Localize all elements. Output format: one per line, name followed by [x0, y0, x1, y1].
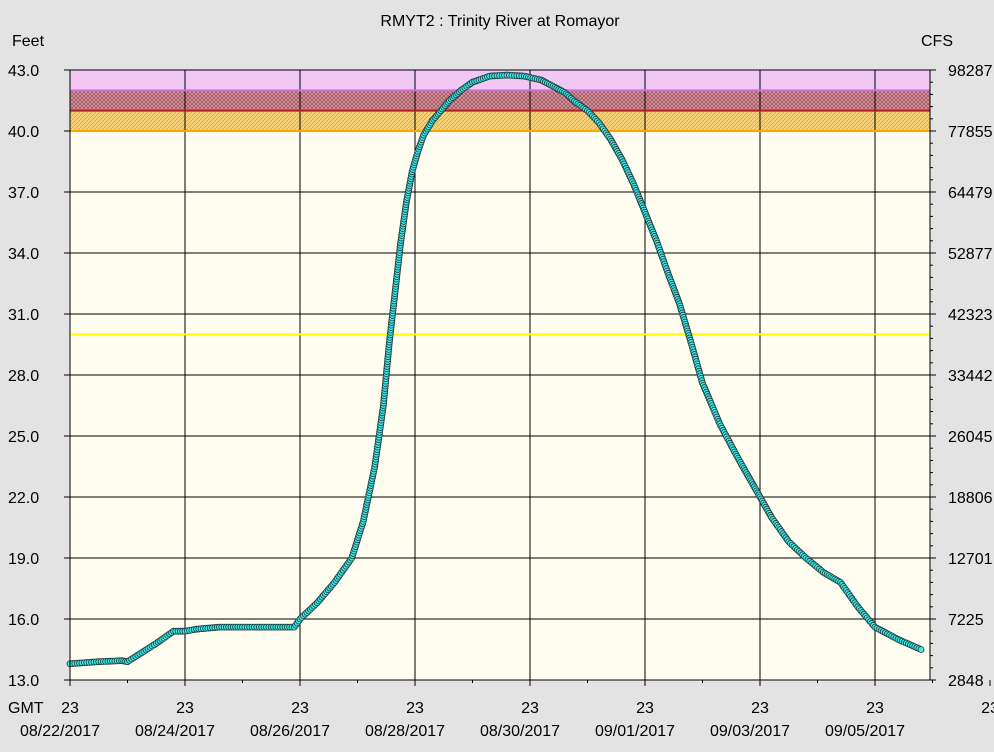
y-tick-label-left: 34.0: [8, 246, 39, 263]
y-tick-label-right: 18806: [948, 490, 993, 507]
chart-title: RMYT2 : Trinity River at Romayor: [380, 13, 620, 30]
x-tick-hour: 23: [866, 700, 884, 717]
x-tick-date: 08/28/2017: [365, 723, 445, 740]
x-tick-date: 09/01/2017: [595, 723, 675, 740]
y-tick-label-right: 26045: [948, 429, 993, 446]
x-tick-date: 08/24/2017: [135, 723, 215, 740]
y-tick-label-right: 98287: [948, 63, 993, 80]
y-tick-label-left: 43.0: [8, 63, 39, 80]
x-tick-hour: 23: [291, 700, 309, 717]
y-tick-label-left: 37.0: [8, 185, 39, 202]
axis-labels: 43.0 98287 40.0 77855 37.0 64479 34.0 52877 31.0…: [8, 63, 994, 740]
x-tick-date: 08/30/2017: [480, 723, 560, 740]
y-tick-label-right: 33442: [948, 368, 993, 385]
y-tick-label-left: 16.0: [8, 612, 39, 629]
y-tick-label-right: 2848: [948, 673, 984, 690]
y-tick-label-left: 13.0: [8, 673, 39, 690]
y-tick-label-left: 28.0: [8, 368, 39, 385]
x-tick-hour: 23: [981, 700, 994, 717]
grid-lines: [69, 69, 930, 681]
flood-zones: [70, 70, 930, 680]
left-axis-unit: Feet: [12, 33, 45, 50]
x-tick-hour: 23: [406, 700, 424, 717]
data-point: [917, 646, 925, 653]
x-tick-date: 09/05/2017: [825, 723, 905, 740]
y-tick-label-right: 77855: [948, 124, 993, 141]
zone-band: [70, 131, 930, 680]
x-tick-hour: 23: [521, 700, 539, 717]
x-tick-date: 08/26/2017: [250, 723, 330, 740]
y-tick-label-left: 22.0: [8, 490, 39, 507]
axis-ticks: [64, 69, 991, 686]
zone-band: [70, 90, 930, 111]
threshold-lines: [70, 89, 930, 336]
y-tick-label-right: 12701: [948, 551, 993, 568]
y-tick-label-right: 52877: [948, 246, 993, 263]
y-tick-label-right: 64479: [948, 185, 993, 202]
zone-band: [70, 110, 930, 131]
x-tick-date: 08/22/2017: [20, 723, 100, 740]
x-tick-hour: 23: [176, 700, 194, 717]
x-axis-timezone: GMT: [8, 700, 44, 717]
x-tick-hour: 23: [61, 700, 79, 717]
x-tick-hour: 23: [751, 700, 769, 717]
right-axis-unit: CFS: [921, 33, 953, 50]
y-tick-label-left: 31.0: [8, 307, 39, 324]
x-tick-date: 09/03/2017: [710, 723, 790, 740]
x-tick-hour: 23: [636, 700, 654, 717]
y-tick-label-right: 7225: [948, 612, 984, 629]
stage-points: [66, 71, 925, 668]
y-tick-label-left: 25.0: [8, 429, 39, 446]
zone-band: [70, 70, 930, 91]
y-tick-label-left: 19.0: [8, 551, 39, 568]
y-tick-label-left: 40.0: [8, 124, 39, 141]
y-tick-label-right: 42323: [948, 307, 993, 324]
